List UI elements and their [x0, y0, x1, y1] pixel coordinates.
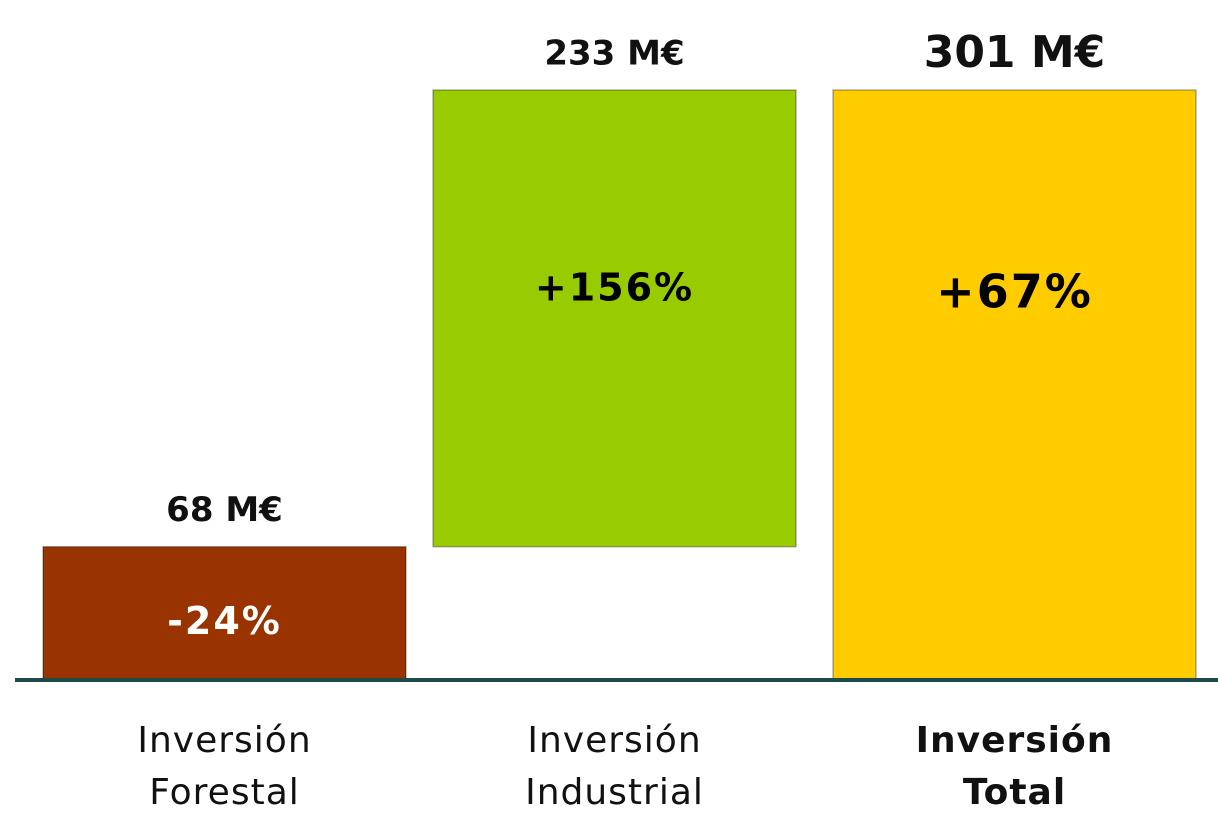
value-label: 301 M€ — [924, 27, 1106, 78]
category-label: Inversión Industrial — [525, 720, 704, 813]
change-label: +67% — [936, 265, 1093, 319]
change-label: +156% — [535, 266, 694, 310]
value-label: 233 M€ — [544, 34, 684, 74]
bar — [432, 89, 797, 548]
category-label: Inversión Total — [915, 720, 1114, 813]
category-label: Inversión Forestal — [137, 720, 312, 813]
bar — [832, 89, 1197, 681]
value-label: 68 M€ — [166, 490, 283, 530]
bar — [42, 545, 407, 681]
change-label: -24% — [167, 599, 282, 643]
